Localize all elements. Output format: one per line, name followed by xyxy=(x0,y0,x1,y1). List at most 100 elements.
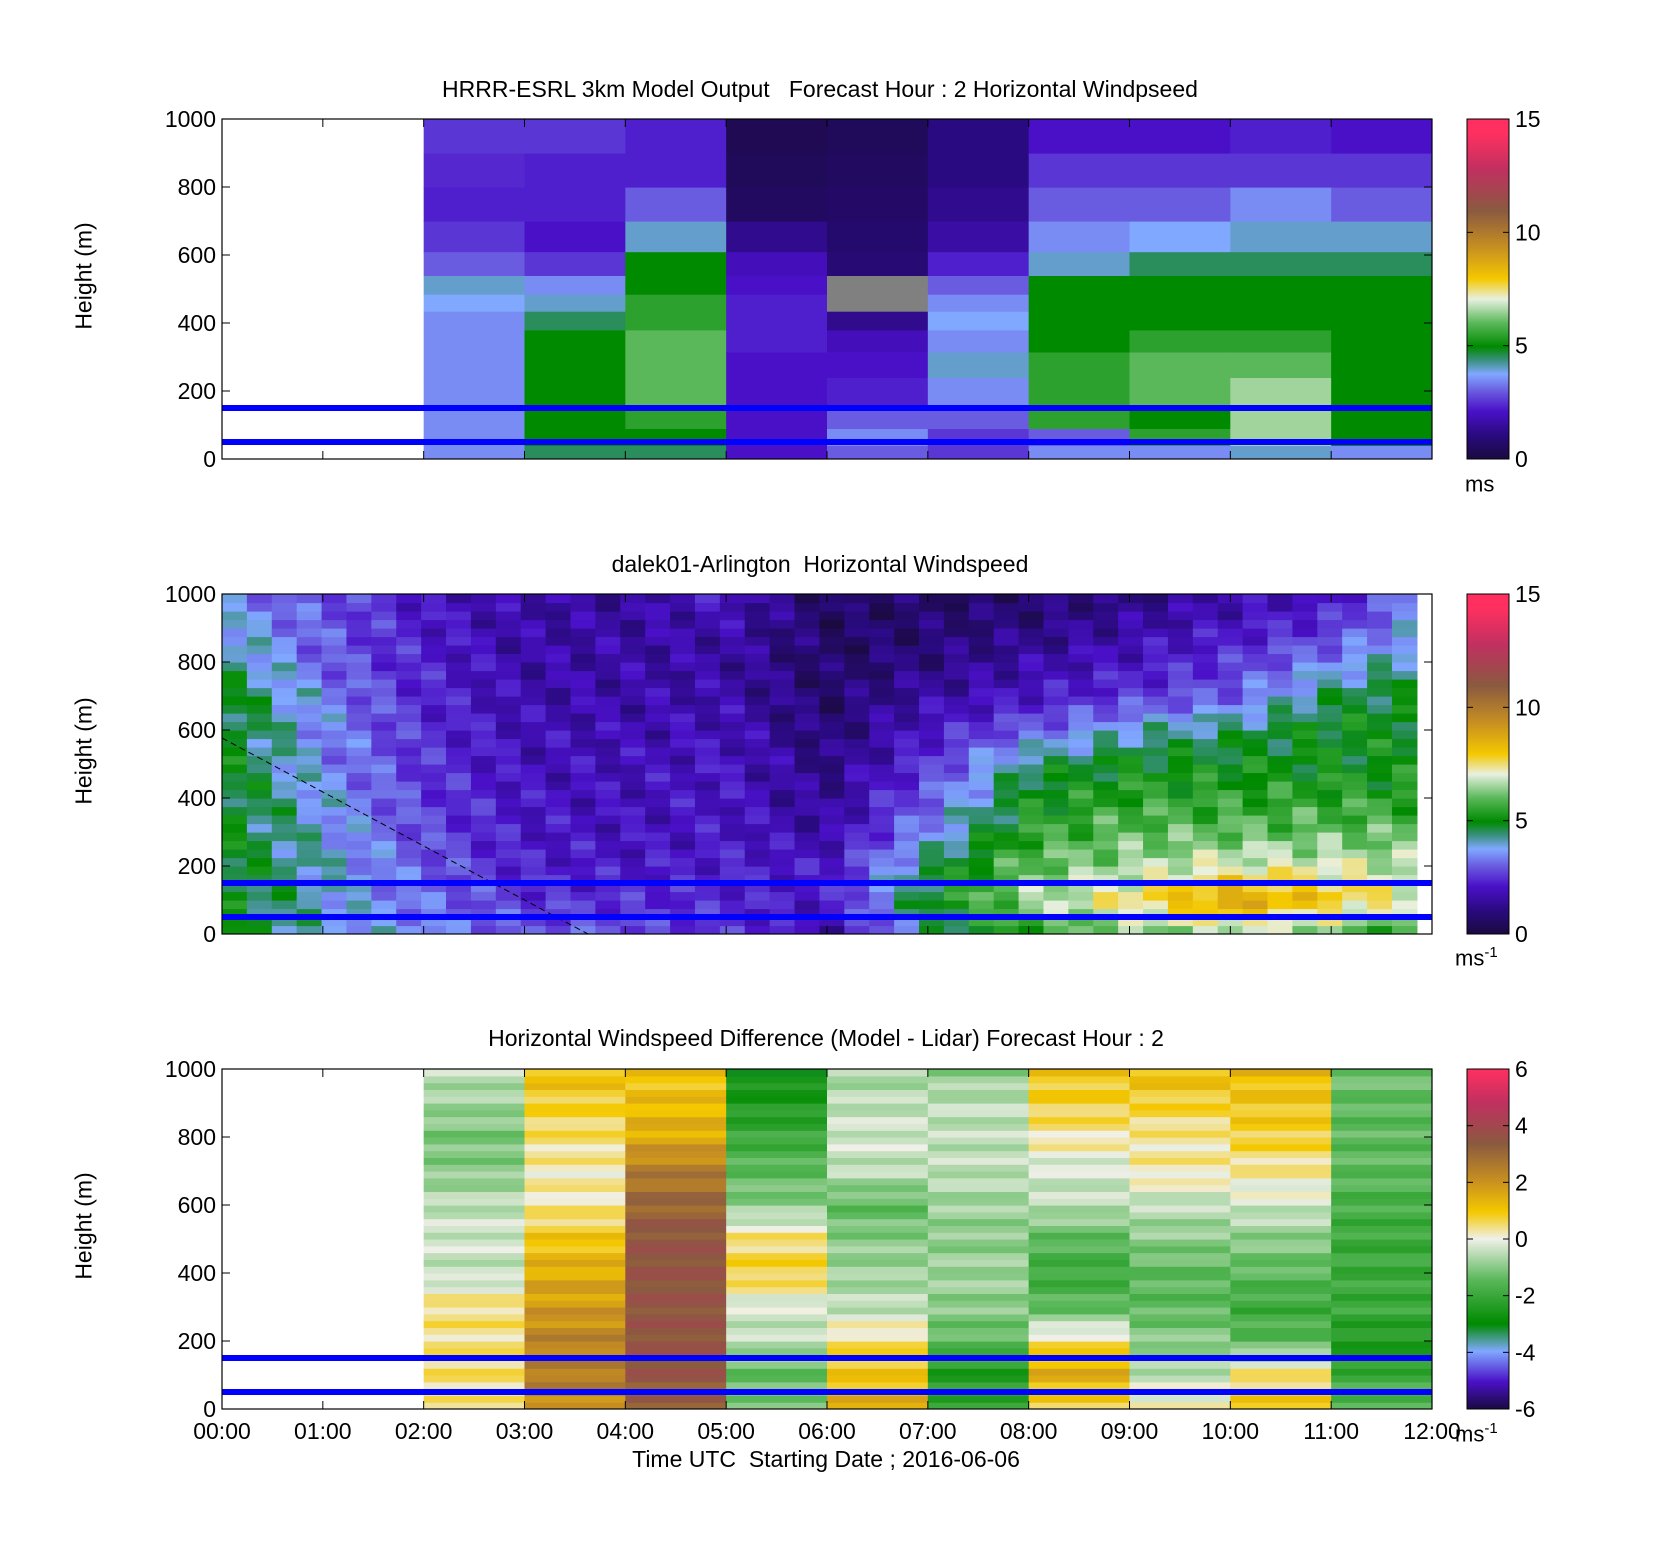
heatmap-cell xyxy=(396,704,422,714)
panel-1-ylabel: Height (m) xyxy=(70,222,97,330)
heatmap-cell xyxy=(421,704,447,714)
heatmap-cell xyxy=(1028,1381,1131,1390)
heatmap-cell xyxy=(894,891,920,901)
heatmap-cell xyxy=(719,687,746,697)
heatmap-cell xyxy=(1192,874,1219,884)
heatmap-cell xyxy=(1143,908,1169,918)
heatmap-cell xyxy=(1391,908,1418,918)
heatmap-cell xyxy=(919,874,945,884)
heatmap-cell xyxy=(1068,908,1094,918)
colorbar-tick-label: -6 xyxy=(1515,1396,1535,1422)
heatmap-cell xyxy=(726,1198,828,1206)
heatmap-cell xyxy=(726,1082,828,1090)
heatmap-cell xyxy=(321,628,348,638)
heatmap-cell xyxy=(894,713,920,723)
heatmap-cell xyxy=(396,653,422,663)
colorbar-tick-label: 6 xyxy=(1515,1056,1528,1082)
heatmap-cell xyxy=(271,628,298,638)
heatmap-cell xyxy=(1331,1259,1432,1267)
heatmap-cell xyxy=(844,611,870,621)
heatmap-cell xyxy=(421,806,447,816)
heatmap-cell xyxy=(827,1252,929,1260)
heatmap-cell xyxy=(1018,755,1045,765)
heatmap-cell xyxy=(222,840,248,850)
heatmap-cell xyxy=(726,1089,828,1097)
heatmap-cell xyxy=(726,1334,828,1342)
heatmap-cell xyxy=(794,755,821,765)
heatmap-cell xyxy=(222,636,248,646)
heatmap-cell xyxy=(1331,1205,1432,1213)
heatmap-cell xyxy=(645,832,671,842)
heatmap-cell xyxy=(869,857,895,867)
heatmap-cell xyxy=(1342,696,1368,706)
heatmap-cell xyxy=(371,883,397,893)
heatmap-cell xyxy=(819,900,845,910)
heatmap-cell xyxy=(520,687,547,697)
heatmap-cell xyxy=(524,1184,626,1192)
colorbar-tick-label: -4 xyxy=(1515,1339,1536,1365)
heatmap-cell xyxy=(524,1116,626,1124)
heatmap-cell xyxy=(943,611,970,621)
heatmap-cell xyxy=(726,1177,828,1186)
heatmap-cell xyxy=(827,1327,929,1335)
heatmap-cell xyxy=(396,874,422,884)
heatmap-cell xyxy=(1292,823,1318,833)
heatmap-cell xyxy=(625,1286,727,1294)
heatmap-cell xyxy=(670,619,696,629)
heatmap-cell xyxy=(927,1232,1030,1240)
y-tick-label: 0 xyxy=(203,446,216,472)
heatmap-cell xyxy=(1367,602,1393,612)
heatmap-cell xyxy=(296,883,323,893)
heatmap-cell xyxy=(446,687,472,697)
heatmap-cell xyxy=(919,908,945,918)
heatmap-cell xyxy=(1331,1279,1432,1288)
heatmap-cell xyxy=(371,874,397,884)
heatmap-cell xyxy=(819,798,845,808)
heatmap-cell xyxy=(1018,594,1045,604)
heatmap-cell xyxy=(844,679,870,689)
heatmap-cell xyxy=(222,679,248,689)
heatmap-cell xyxy=(726,275,828,295)
heatmap-cell xyxy=(819,679,845,689)
x-tick-label: 00:00 xyxy=(193,1418,251,1444)
heatmap-cell xyxy=(625,153,727,188)
heatmap-cell xyxy=(943,883,970,893)
heatmap-cell xyxy=(470,594,497,604)
heatmap-cell xyxy=(919,917,945,927)
heatmap-cell xyxy=(620,764,646,774)
heatmap-cell xyxy=(1143,917,1169,927)
heatmap-cell xyxy=(827,1300,929,1308)
heatmap-cell xyxy=(694,908,721,918)
heatmap-cell xyxy=(844,653,870,663)
heatmap-cell xyxy=(1342,900,1368,910)
heatmap-cell xyxy=(1043,781,1069,791)
heatmap-cell xyxy=(927,1245,1030,1254)
heatmap-cell xyxy=(1028,377,1131,406)
x-tick-label: 07:00 xyxy=(899,1418,957,1444)
heatmap-cell xyxy=(744,628,771,638)
heatmap-cell xyxy=(495,738,522,748)
heatmap-cell xyxy=(1129,1211,1231,1220)
heatmap-cell xyxy=(321,679,348,689)
heatmap-cell xyxy=(1317,704,1343,714)
heatmap-cell xyxy=(271,611,298,621)
heatmap-cell xyxy=(570,789,596,799)
heatmap-cell xyxy=(545,679,572,689)
heatmap-cell xyxy=(595,645,621,655)
heatmap-cell xyxy=(371,636,397,646)
heatmap-cell xyxy=(1292,653,1318,663)
heatmap-cell xyxy=(446,823,472,833)
heatmap-cell xyxy=(1028,1266,1131,1274)
heatmap-cell xyxy=(827,1218,929,1226)
heatmap-cell xyxy=(1018,662,1045,672)
heatmap-cell xyxy=(894,730,920,740)
heatmap-cell xyxy=(1068,602,1094,612)
heatmap-cell xyxy=(371,704,397,714)
heatmap-cell xyxy=(321,925,348,934)
heatmap-cell xyxy=(719,662,746,672)
heatmap-cell xyxy=(919,849,945,859)
heatmap-cell xyxy=(1018,823,1045,833)
heatmap-cell xyxy=(869,840,895,850)
heatmap-cell xyxy=(423,119,526,154)
heatmap-cell xyxy=(1093,611,1119,621)
